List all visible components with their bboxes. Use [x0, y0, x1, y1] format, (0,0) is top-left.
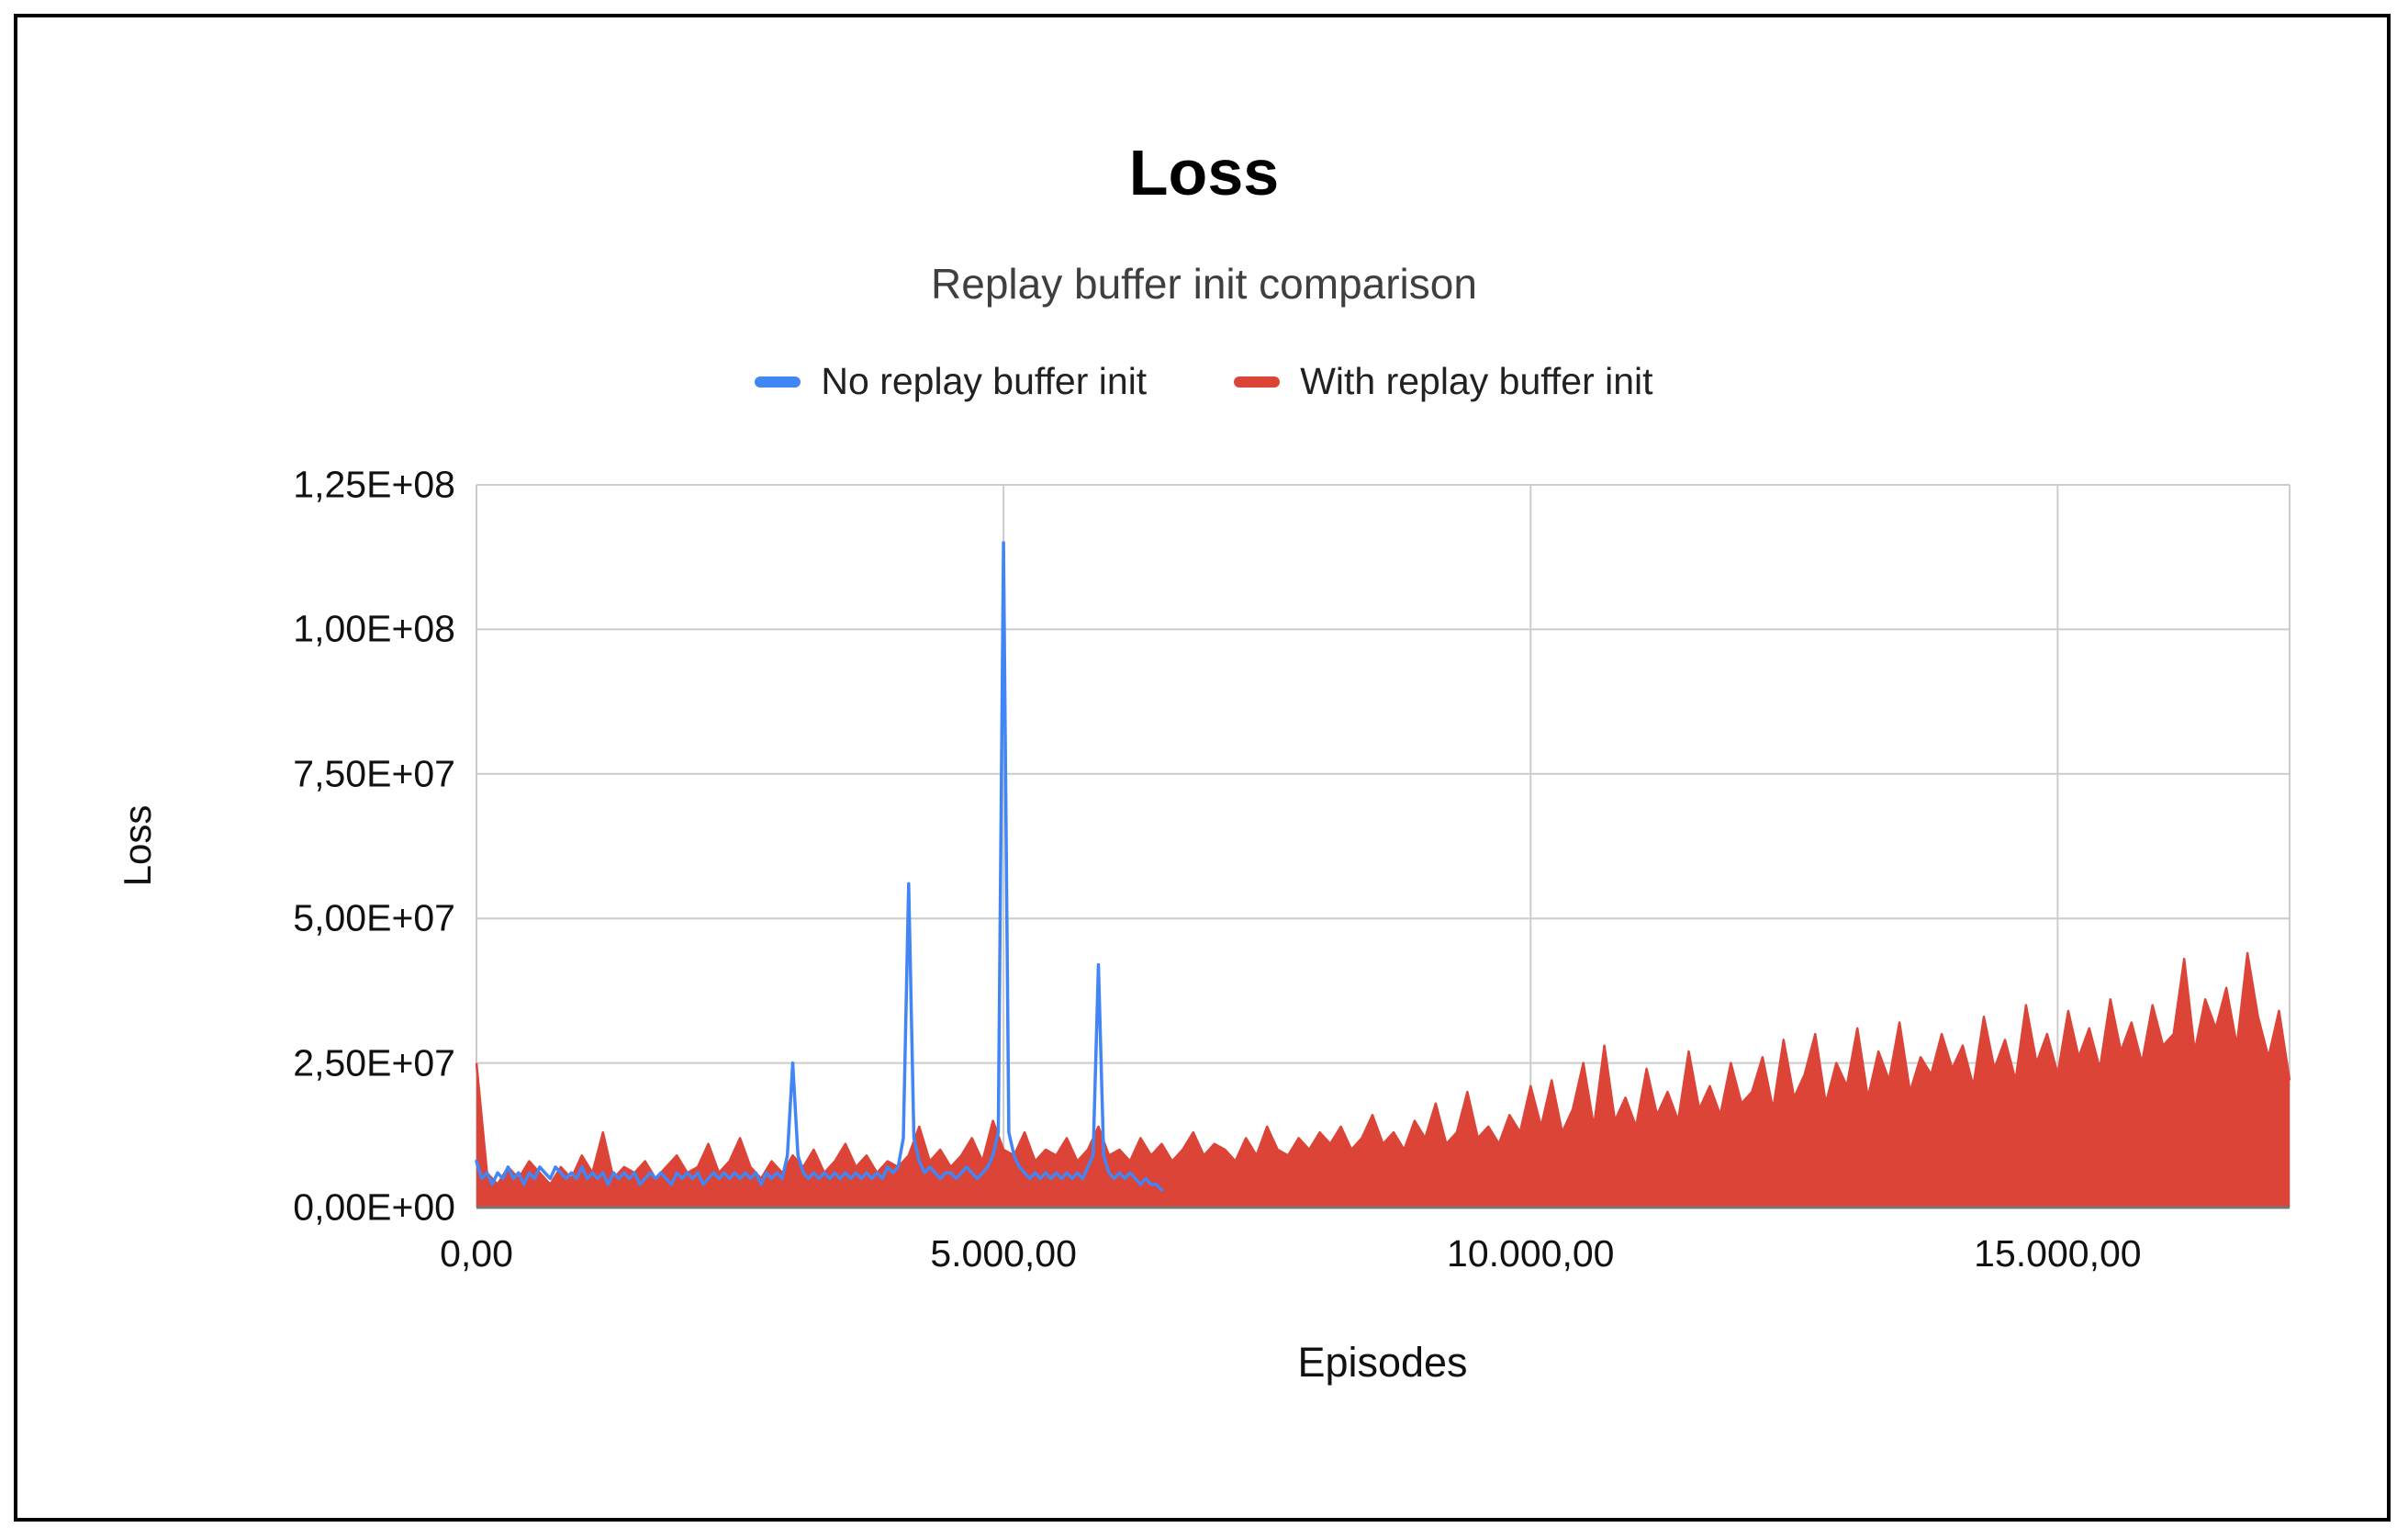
y-tick-label: 1,00E+08 — [293, 607, 455, 650]
legend-swatch-blue — [755, 376, 801, 388]
chart-title: Loss — [1128, 137, 1280, 208]
x-tick-label: 0,00 — [440, 1232, 513, 1275]
plot-svg — [475, 484, 2291, 1209]
legend-item-no-replay-buffer-init: No replay buffer init — [755, 360, 1147, 403]
y-tick-label: 7,50E+07 — [293, 752, 455, 795]
x-tick-label: 10.000,00 — [1447, 1232, 1615, 1275]
series-with-replay-buffer-init-area — [476, 953, 2290, 1208]
series-with-replay-buffer-init-line — [475, 951, 2291, 1186]
chart-subtitle: Replay buffer init comparison — [931, 260, 1477, 308]
x-tick-label: 15.000,00 — [1974, 1232, 2142, 1275]
legend-label-no-replay-buffer-init: No replay buffer init — [821, 360, 1148, 402]
chart-frame — [14, 14, 2391, 1522]
y-tick-label: 0,00E+00 — [293, 1185, 455, 1229]
legend-swatch-red — [1234, 376, 1281, 388]
y-tick-label: 5,00E+07 — [293, 896, 455, 939]
series-no-replay-buffer-init-line — [475, 541, 1164, 1192]
legend: No replay buffer init With replay buffer… — [0, 360, 2408, 403]
x-axis-title: Episodes — [1297, 1339, 1468, 1386]
y-tick-label: 2,50E+07 — [293, 1041, 455, 1084]
y-tick-label: 1,25E+08 — [293, 463, 455, 506]
legend-label-with-replay-buffer-init: With replay buffer init — [1300, 360, 1653, 402]
x-tick-label: 5.000,00 — [930, 1232, 1077, 1275]
legend-item-with-replay-buffer-init: With replay buffer init — [1234, 360, 1653, 403]
